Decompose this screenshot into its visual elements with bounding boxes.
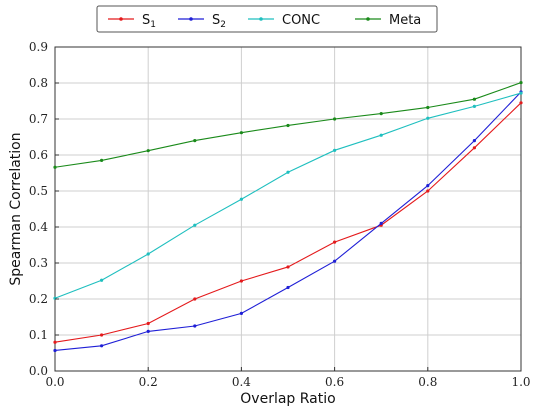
- data-point-meta: [100, 158, 104, 162]
- data-point-conc: [472, 104, 476, 108]
- data-point-conc: [146, 252, 150, 256]
- data-point-meta: [146, 149, 150, 153]
- legend-entry-meta: Meta: [355, 13, 421, 28]
- series-line-s1: [54, 102, 522, 343]
- data-point-s1: [426, 189, 430, 193]
- legend-label: S1: [142, 13, 156, 30]
- y-tick-label: 0.1: [29, 328, 48, 342]
- y-tick-label: 0.7: [29, 112, 48, 126]
- data-point-s1: [239, 279, 243, 283]
- data-point-meta: [472, 97, 476, 101]
- series-line-s2: [54, 91, 522, 352]
- data-point-s2: [286, 285, 290, 290]
- grid-lines: [55, 47, 521, 371]
- y-tick-label: 0.9: [29, 40, 48, 54]
- data-point-s2: [426, 184, 430, 188]
- data-point-conc: [426, 116, 430, 120]
- x-tick-label: 0.4: [232, 375, 251, 389]
- series-s1: [53, 101, 523, 344]
- data-point-s2: [333, 259, 337, 263]
- legend-label-subscript: 2: [220, 20, 226, 30]
- legend-label-subscript: 1: [150, 20, 156, 30]
- data-point-s2: [146, 329, 150, 333]
- y-tick-label: 0.6: [29, 148, 48, 162]
- legend-marker: [119, 17, 123, 21]
- y-tick-label: 0.4: [29, 220, 48, 234]
- data-point-s1: [146, 321, 150, 326]
- series-meta: [53, 81, 523, 169]
- data-point-s1: [519, 101, 523, 105]
- x-tick-label: 1.0: [511, 375, 530, 389]
- data-point-s1: [53, 340, 57, 344]
- data-point-meta: [519, 81, 523, 85]
- data-point-conc: [519, 91, 523, 95]
- y-axis-ticks: 0.0 0.1 0.2 0.3 0.4 0.5 0.6 0.7 0.8 0.9: [29, 40, 59, 378]
- legend-label: S2: [212, 13, 226, 30]
- legend-label-text: S: [142, 13, 150, 28]
- data-point-meta: [379, 112, 383, 116]
- data-point-meta: [426, 105, 430, 110]
- legend-entry-s1: S1: [108, 13, 156, 30]
- data-point-s1: [333, 240, 337, 244]
- y-tick-label: 0.2: [29, 292, 48, 306]
- legend: S1 S2 CONC Meta: [96, 5, 438, 33]
- data-point-s2: [379, 221, 383, 225]
- data-point-s2: [193, 324, 197, 328]
- x-axis-title: Overlap Ratio: [240, 391, 335, 407]
- legend-marker: [189, 17, 193, 21]
- data-point-meta: [333, 117, 337, 121]
- legend-label: Meta: [389, 13, 421, 28]
- data-point-conc: [100, 278, 104, 282]
- data-point-s2: [100, 344, 104, 348]
- data-point-conc: [239, 197, 243, 201]
- data-point-s1: [193, 297, 197, 301]
- data-point-s1: [286, 265, 290, 269]
- y-tick-label: 0.0: [29, 364, 48, 378]
- series-s2: [53, 90, 523, 353]
- y-tick-label: 0.5: [29, 184, 48, 198]
- legend-entry-s2: S2: [178, 13, 226, 30]
- data-point-meta: [53, 165, 57, 169]
- data-point-s1: [100, 333, 104, 337]
- data-point-conc: [379, 133, 383, 137]
- series-layer: [53, 81, 523, 353]
- legend-marker: [259, 17, 263, 21]
- series-conc: [53, 91, 523, 300]
- x-tick-label: 0.0: [45, 375, 64, 389]
- x-tick-label: 0.6: [325, 375, 344, 389]
- x-axis-ticks: 0.0 0.2 0.4 0.6 0.8 1.0: [45, 367, 531, 389]
- data-point-s2: [472, 139, 476, 143]
- y-tick-label: 0.3: [29, 256, 48, 270]
- y-axis-title: Spearman Correlation: [8, 132, 24, 285]
- legend-label: CONC: [282, 13, 320, 28]
- data-point-s2: [239, 311, 243, 315]
- legend-marker: [366, 17, 370, 21]
- plot-frame: [54, 46, 522, 372]
- data-point-conc: [193, 223, 197, 227]
- data-point-s2: [53, 348, 57, 353]
- data-point-s1: [472, 146, 476, 150]
- data-point-meta: [193, 139, 197, 143]
- legend-label-text: Meta: [389, 13, 421, 28]
- data-point-meta: [286, 123, 290, 128]
- data-point-conc: [333, 148, 337, 152]
- data-point-conc: [286, 170, 290, 174]
- y-tick-label: 0.8: [29, 76, 48, 90]
- legend-entry-conc: CONC: [248, 13, 320, 28]
- x-tick-label: 0.8: [418, 375, 437, 389]
- legend-label-text: CONC: [282, 13, 320, 28]
- legend-label-text: S: [212, 13, 220, 28]
- x-tick-label: 0.2: [139, 375, 158, 389]
- data-point-meta: [239, 131, 243, 135]
